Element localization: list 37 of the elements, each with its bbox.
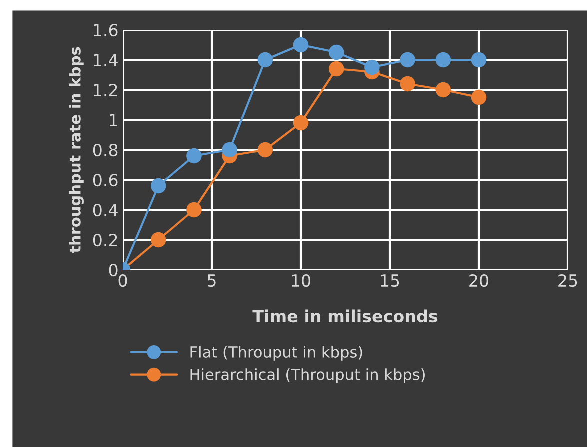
- point: [364, 60, 380, 76]
- point: [258, 52, 274, 68]
- point: [150, 232, 166, 248]
- x-tick-label: 15: [381, 274, 400, 288]
- y-tick-label: 1.6: [94, 24, 118, 37]
- point: [328, 44, 344, 60]
- point: [258, 142, 274, 158]
- y-tick-label: 0.4: [93, 204, 118, 217]
- y-tick-label: 1: [110, 114, 118, 126]
- x-tick-label: 0: [118, 274, 128, 288]
- point: [328, 61, 344, 77]
- point: [293, 37, 309, 53]
- point: [471, 52, 487, 68]
- point: [222, 142, 238, 158]
- y-tick-label: 0.6: [93, 174, 118, 187]
- point: [186, 202, 202, 218]
- y-tick-label: 1.2: [94, 84, 118, 96]
- y-tick-label: 1.4: [94, 54, 118, 66]
- legend-label: Flat (Throuput in kbps): [190, 346, 362, 361]
- x-tick-label: 25: [558, 274, 578, 288]
- y-axis-title: throughput rate in kbps: [69, 47, 84, 254]
- point: [400, 52, 416, 68]
- point: [400, 76, 416, 92]
- point: [436, 82, 452, 98]
- y-tick-label: 0.2: [93, 234, 118, 247]
- x-tick-label: 10: [292, 274, 310, 288]
- point: [150, 178, 166, 194]
- x-axis-title: Time in miliseconds: [252, 310, 438, 323]
- point: [293, 115, 309, 131]
- legend-label: Hierarchical (Throuput in kbps): [190, 368, 425, 384]
- x-tick-label: 20: [470, 274, 488, 288]
- y-tick-label: 0.8: [93, 144, 118, 157]
- point: [471, 90, 487, 106]
- x-tick-label: 5: [208, 274, 216, 288]
- y-tick-label: 0: [109, 264, 118, 277]
- point: [436, 52, 452, 68]
- point: [186, 148, 202, 164]
